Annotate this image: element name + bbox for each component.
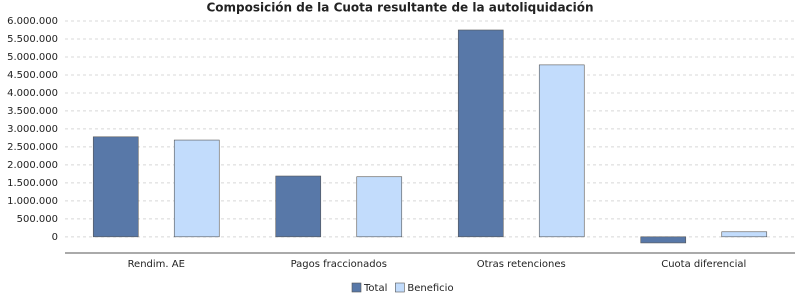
y-tick-label: 1.500.000 <box>7 178 58 189</box>
y-tick-label: 5.000.000 <box>7 52 58 63</box>
x-tick-label: Otras retenciones <box>477 259 566 270</box>
legend-label: Total <box>363 283 387 294</box>
legend-swatch <box>395 282 405 293</box>
bar <box>275 175 322 238</box>
x-tick-label: Cuota diferencial <box>661 259 746 270</box>
bar <box>538 64 585 238</box>
bar <box>173 139 220 238</box>
chart-title: Composición de la Cuota resultante de la… <box>206 1 593 15</box>
y-tick-label: 4.500.000 <box>7 70 58 81</box>
y-tick-label: 6.000.000 <box>7 16 58 27</box>
y-tick-label: 0 <box>52 232 58 243</box>
bar <box>356 176 403 238</box>
y-tick-label: 1.000.000 <box>7 196 58 207</box>
bar <box>92 136 139 238</box>
bar <box>640 236 687 244</box>
legend-swatch <box>351 282 362 293</box>
y-tick-label: 2.500.000 <box>7 142 58 153</box>
y-tick-label: 3.000.000 <box>7 124 58 135</box>
x-tick-label: Rendim. AE <box>128 259 185 270</box>
bar <box>721 231 768 238</box>
y-tick-label: 4.000.000 <box>7 88 58 99</box>
bar <box>457 29 504 238</box>
x-tick-label: Pagos fraccionados <box>291 259 387 270</box>
y-tick-label: 2.000.000 <box>7 160 58 171</box>
y-tick-label: 500.000 <box>17 214 58 225</box>
legend-label: Beneficio <box>407 283 453 294</box>
y-tick-label: 3.500.000 <box>7 106 58 117</box>
y-tick-label: 5.500.000 <box>7 34 58 45</box>
